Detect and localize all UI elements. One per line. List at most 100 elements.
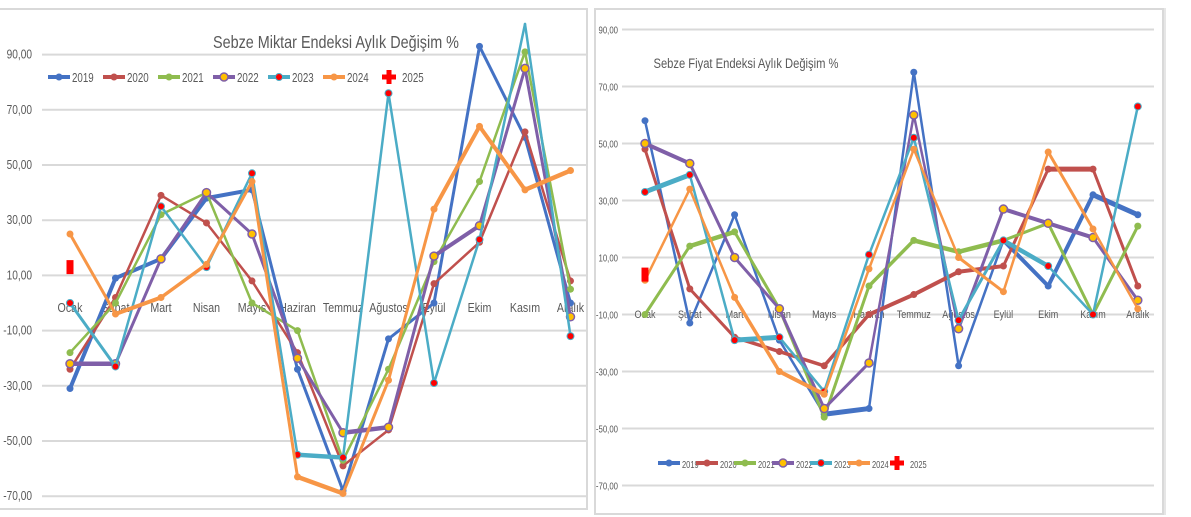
- miktar-line-segment-2024: [477, 124, 527, 192]
- fiyat-point-2021-Şubat: [686, 242, 694, 250]
- miktar-point-2019-Ocak: [66, 385, 74, 393]
- fiyat-line-segment-2019: [1046, 192, 1095, 288]
- fiyat-point-2022-Ekim: [1043, 218, 1053, 229]
- miktar-line-segment-2021: [523, 50, 572, 291]
- fiyat-line-segment-2022: [822, 361, 871, 411]
- fiyat-point-2023-Ağustos: [954, 316, 963, 325]
- fiyat-point-2020-Haziran: [865, 311, 873, 318]
- fiyat-legend-label-2021: 2021: [758, 459, 775, 470]
- miktar-point-2022-Ocak: [65, 358, 75, 369]
- fiyat-point-2022-Temmuz: [909, 110, 919, 120]
- fiyat-line-segment-2023: [1091, 105, 1140, 316]
- miktar-point-2023-Mart: [157, 202, 165, 211]
- miktar-line-segment-2023: [159, 205, 208, 269]
- fiyat-point-2024-Haziran: [865, 265, 873, 273]
- fiyat-point-2022-Mart: [729, 252, 740, 263]
- fiyat-point-2019-Aralık: [1134, 211, 1142, 219]
- miktar-line-segment-2023: [432, 238, 481, 385]
- miktar-point-2024-Temmuz: [339, 489, 347, 497]
- miktar-line-segment-2022: [205, 191, 254, 236]
- fiyat-point-2022-Haziran: [864, 358, 874, 368]
- fiyat-line-segment-2023: [1001, 238, 1051, 269]
- miktar-point-2023-Eylül: [430, 379, 438, 388]
- fiyat-line-segment-2023: [732, 334, 782, 343]
- miktar-legend-item-2024: 2024: [323, 72, 369, 85]
- miktar-legend-swatch-2019-marker: [55, 73, 63, 81]
- fiyat-line-segment-2023: [867, 136, 916, 256]
- fiyat-point-2019-Kasım: [1089, 191, 1097, 199]
- fiyat-line-segment-2024: [777, 369, 827, 397]
- miktar-point-2019-Ağustos: [385, 335, 392, 343]
- miktar-line-segment-2024: [387, 207, 436, 382]
- fiyat-point-2023-Ekim: [1044, 262, 1053, 271]
- fiyat-line-segment-2023: [642, 172, 693, 195]
- fiyat-point-2020-Nisan: [775, 348, 783, 356]
- miktar-legend-swatch-2020-marker: [110, 73, 118, 81]
- miktar-xtick-label: Temmuz: [323, 300, 363, 315]
- fiyat-point-2020-Mayıs: [820, 362, 828, 370]
- miktar-point-2024-Ocak: [66, 230, 74, 238]
- miktar-line-segment-2022: [159, 191, 208, 261]
- fiyat-line-segment-2024: [732, 295, 782, 374]
- fiyat-point-2020-Kasım: [1089, 165, 1097, 173]
- fiyat-line-segment-2022: [688, 161, 737, 259]
- fiyat-legend-item-2023: 2023: [810, 459, 851, 470]
- miktar-series-2024: [66, 122, 574, 497]
- miktar-line-segment-2024: [205, 180, 254, 266]
- miktar-title: Sebze Miktar Endeksi Aylık Değişim %: [213, 33, 459, 53]
- fiyat-point-2019-Ağustos: [955, 362, 963, 370]
- fiyat-point-2023-Nisan: [775, 333, 784, 342]
- miktar-ytick-label: -50,00: [3, 434, 32, 448]
- fiyat-point-2020-Aralık: [1134, 282, 1142, 290]
- fiyat-legend-item-2024: 2024: [848, 459, 889, 470]
- miktar-line-segment-2021: [68, 301, 117, 354]
- miktar-line-segment-2023: [68, 301, 117, 368]
- miktar-point-2021-Aralık: [567, 285, 574, 293]
- fiyat-ytick-label: 30,00: [599, 196, 619, 207]
- miktar-xtick-label: Aralık: [557, 300, 584, 315]
- miktar-point-2022-Nisan: [201, 187, 212, 198]
- miktar-xtick-label: Mayıs: [238, 300, 266, 315]
- miktar-line-segment-2022: [387, 254, 436, 429]
- fiyat-legend-item-2020: 2020: [696, 459, 737, 470]
- fiyat-point-2021-Aralık: [1134, 222, 1142, 230]
- fiyat-point-2023-Şubat: [685, 170, 694, 179]
- fiyat-point-2023-Kasım: [1089, 310, 1097, 319]
- miktar-line-segment-2024: [68, 232, 117, 316]
- fiyat-xtick-label: Ekim: [1038, 309, 1058, 321]
- divider: [1164, 8, 1166, 515]
- fiyat-xtick-label: Mart: [726, 309, 744, 321]
- miktar-point-2024-Aralık: [567, 167, 574, 175]
- miktar-line-segment-2020: [159, 194, 208, 225]
- fiyat-point-2022-Nisan: [774, 304, 785, 314]
- miktar-line-segment-2020: [205, 221, 254, 283]
- fiyat-line-segment-2024: [1046, 150, 1095, 231]
- miktar-point-2022-Mart: [156, 254, 166, 264]
- miktar-point-2019-Eylül: [430, 299, 438, 307]
- miktar-ytick-label: 70,00: [7, 103, 33, 117]
- chart-fiyat: 90,00 70,00 50,00 30,00 10,00 -10,00 -30,00 -50…: [596, 25, 1154, 492]
- miktar-line-segment-2019: [296, 367, 345, 493]
- fiyat-point-2023-Ocak: [641, 187, 649, 196]
- miktar-point-2025-Ocak: [66, 260, 74, 275]
- miktar-point-2024-Kasım: [521, 186, 529, 194]
- miktar-point-2023-Mayıs: [248, 169, 256, 178]
- fiyat-point-2024-Aralık: [1134, 305, 1142, 313]
- miktar-point-2022-Mayıs: [247, 229, 257, 239]
- fiyat-point-2023-Temmuz: [909, 133, 918, 142]
- miktar-point-2022-Eylül: [429, 251, 439, 261]
- miktar-line-segment-2020: [341, 428, 390, 468]
- miktar-point-2024-Mayıs: [248, 178, 256, 186]
- miktar-xtick-label: Mart: [150, 300, 172, 315]
- fiyat-point-2024-Nisan: [775, 368, 783, 375]
- miktar-ytick-label: 90,00: [7, 47, 33, 61]
- miktar-line-segment-2023: [250, 172, 299, 457]
- miktar-legend-label-2022: 2022: [237, 72, 259, 86]
- miktar-series-2025: [66, 260, 74, 275]
- miktar-line-segment-2022: [340, 424, 391, 435]
- fiyat-point-2022-Mayıs: [819, 403, 829, 414]
- miktar-ytick-label: -30,00: [3, 379, 32, 393]
- miktar-point-2020-Mart: [157, 191, 165, 199]
- fiyat-line-segment-2022: [1046, 221, 1095, 240]
- miktar-line-segment-2023: [114, 205, 163, 368]
